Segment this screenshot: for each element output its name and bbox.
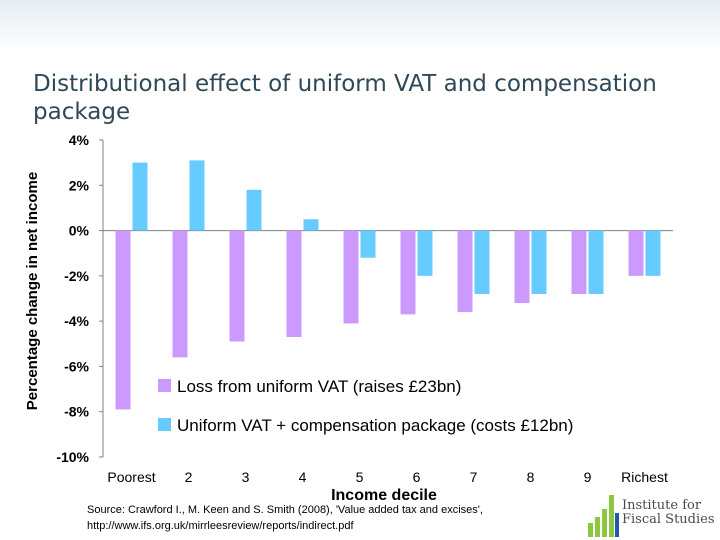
- bar-series-1: [115, 230, 131, 410]
- y-tick-label: -6%: [64, 358, 89, 374]
- x-tick-label: Richest: [621, 469, 668, 485]
- legend-swatch-1: [158, 379, 171, 392]
- x-tick-label: 7: [470, 469, 478, 485]
- logo-line-1: Institute for: [622, 498, 702, 513]
- x-tick-label: 6: [413, 469, 421, 485]
- y-tick-label: -10%: [56, 449, 89, 465]
- bar-series-2: [474, 230, 490, 294]
- x-tick-label: Poorest: [107, 469, 155, 485]
- logo-line-2: Fiscal Studies: [622, 512, 715, 527]
- source-note: Source: Crawford I., M. Keen and S. Smit…: [87, 502, 607, 534]
- bar-series-1: [514, 230, 530, 304]
- bar-series-2: [645, 230, 661, 276]
- y-tick-label: 4%: [69, 132, 90, 148]
- source-url[interactable]: http://www.ifs.org.uk/mirrleesreview/rep…: [87, 520, 354, 532]
- x-tick-label: 3: [242, 469, 250, 485]
- header-band: [0, 0, 720, 52]
- y-tick-label: -4%: [64, 313, 89, 329]
- bar-series-1: [286, 230, 302, 337]
- legend-label-2: Uniform VAT + compensation package (cost…: [177, 416, 573, 435]
- chart-axes: 4% 2% 0% -2% -4% -6% -8% -10% Poorest 2 3 4 5 6 7 8 9 Ric…: [56, 132, 673, 485]
- chart-bars: [115, 160, 661, 410]
- bar-series-2: [303, 219, 319, 231]
- bar-series-1: [571, 230, 587, 294]
- chart-legend: Loss from uniform VAT (raises £23bn) Unif…: [158, 377, 573, 435]
- bar-series-2: [531, 230, 547, 294]
- y-tick-label: -8%: [64, 404, 89, 420]
- y-tick-label: 2%: [69, 177, 90, 193]
- source-citation: Source: Crawford I., M. Keen and S. Smit…: [87, 504, 483, 516]
- bar-series-2: [132, 162, 148, 231]
- ifs-logo-bars-icon: [588, 495, 619, 537]
- ifs-logo-text: Institute for Fiscal Studies: [622, 499, 716, 527]
- x-tick-label: 2: [185, 469, 193, 485]
- slide-title: Distributional effect of uniform VAT and…: [33, 71, 657, 125]
- y-tick-label: -2%: [64, 268, 89, 284]
- bar-series-1: [229, 230, 245, 342]
- x-tick-label: 8: [527, 469, 535, 485]
- bar-series-1: [628, 230, 644, 276]
- bar-series-2: [360, 230, 376, 258]
- x-tick-label: 4: [299, 469, 307, 485]
- ifs-logo: Institute for Fiscal Studies: [586, 491, 716, 537]
- x-axis-label: Income decile: [331, 487, 437, 504]
- bar-series-1: [457, 230, 473, 313]
- bar-series-2: [246, 189, 262, 231]
- legend-label-1: Loss from uniform VAT (raises £23bn): [177, 377, 461, 396]
- bar-series-2: [588, 230, 604, 294]
- legend-swatch-2: [158, 418, 171, 431]
- bar-series-1: [400, 230, 416, 315]
- bar-series-2: [189, 160, 205, 231]
- bar-series-1: [343, 230, 359, 324]
- x-tick-label: 9: [584, 469, 592, 485]
- x-tick-label: 5: [356, 469, 364, 485]
- bar-series-1: [172, 230, 188, 358]
- bar-series-2: [417, 230, 433, 276]
- y-tick-label: 0%: [69, 223, 90, 239]
